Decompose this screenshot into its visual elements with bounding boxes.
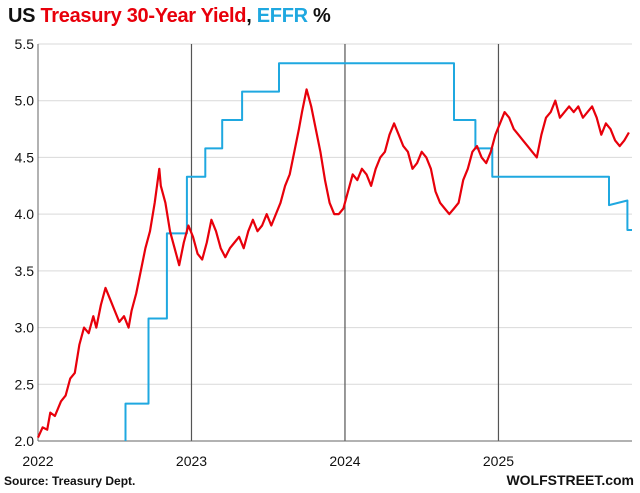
series-effr-line	[124, 62, 632, 441]
y-tick-label: 5.0	[15, 93, 35, 109]
x-tick-label: 2025	[483, 453, 514, 469]
title-unit: %	[307, 5, 331, 27]
title-treasury: Treasury 30-Year Yield	[40, 5, 247, 27]
title-separator: ,	[246, 5, 257, 27]
x-tick-labels: 2022 2023 2024 2025	[22, 453, 514, 469]
title-prefix: US	[8, 5, 41, 27]
x-tick-label: 2024	[329, 453, 360, 469]
year-dividers	[190, 44, 500, 441]
source-note: Source: Treasury Dept.	[4, 474, 136, 488]
y-tick-labels: 2.0 2.5 3.0 3.5 4.0 4.5 5.0 5.5	[15, 36, 35, 449]
axes	[37, 44, 632, 442]
x-tick-label: 2023	[176, 453, 207, 469]
x-tick-label: 2022	[22, 453, 53, 469]
y-tick-label: 2.0	[15, 433, 35, 449]
series-treasury-30y-line	[36, 88, 630, 439]
y-tick-label: 3.5	[15, 263, 35, 279]
chart-title: US Treasury 30-Year Yield, EFFR %	[8, 5, 331, 28]
y-tick-label: 3.0	[15, 320, 35, 336]
grid-lines	[38, 43, 632, 442]
brand-watermark: WOLFSTREET.com	[506, 472, 634, 488]
series-lines	[36, 62, 632, 441]
y-tick-label: 2.5	[15, 376, 35, 392]
y-tick-label: 4.0	[15, 206, 35, 222]
y-tick-label: 4.5	[15, 149, 35, 165]
title-effr: EFFR	[256, 5, 308, 27]
y-tick-label: 5.5	[15, 36, 35, 52]
